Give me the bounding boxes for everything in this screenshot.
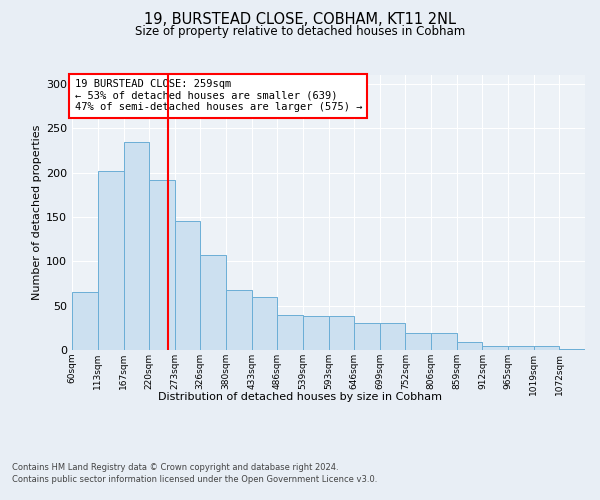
Bar (329, 316, 354, 350)
Bar (72, 292, 98, 350)
Text: Contains HM Land Registry data © Crown copyright and database right 2024.: Contains HM Land Registry data © Crown c… (12, 462, 338, 471)
Text: 19 BURSTEAD CLOSE: 259sqm
← 53% of detached houses are smaller (639)
47% of semi: 19 BURSTEAD CLOSE: 259sqm ← 53% of detac… (74, 79, 362, 112)
Bar (226, 290, 251, 350)
Bar (124, 142, 149, 350)
Bar (431, 333, 457, 350)
Bar (98, 171, 124, 350)
Text: Contains public sector information licensed under the Open Government Licence v3: Contains public sector information licen… (12, 475, 377, 484)
Text: Distribution of detached houses by size in Cobham: Distribution of detached houses by size … (158, 392, 442, 402)
Bar (508, 346, 534, 350)
Bar (277, 314, 303, 350)
Bar (559, 349, 585, 350)
Bar (200, 255, 226, 350)
Bar (380, 322, 406, 350)
Y-axis label: Number of detached properties: Number of detached properties (32, 125, 42, 300)
Bar (354, 322, 380, 350)
Bar (534, 346, 559, 350)
Bar (406, 333, 431, 350)
Bar (149, 180, 175, 350)
Bar (482, 346, 508, 350)
Bar (251, 297, 277, 350)
Text: 19, BURSTEAD CLOSE, COBHAM, KT11 2NL: 19, BURSTEAD CLOSE, COBHAM, KT11 2NL (144, 12, 456, 28)
Text: Size of property relative to detached houses in Cobham: Size of property relative to detached ho… (135, 25, 465, 38)
Bar (303, 316, 329, 350)
Bar (175, 222, 200, 350)
Bar (457, 342, 482, 350)
Bar (585, 348, 600, 350)
